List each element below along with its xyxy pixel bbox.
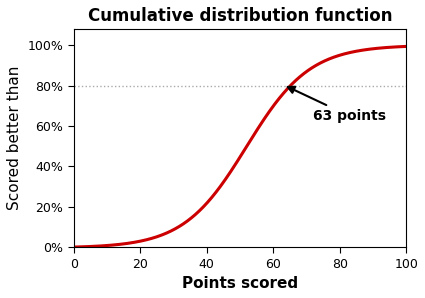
Title: Cumulative distribution function: Cumulative distribution function [88, 7, 392, 25]
X-axis label: Points scored: Points scored [182, 276, 298, 291]
Y-axis label: Scored better than: Scored better than [7, 66, 22, 210]
Text: 63 points: 63 points [288, 87, 386, 123]
